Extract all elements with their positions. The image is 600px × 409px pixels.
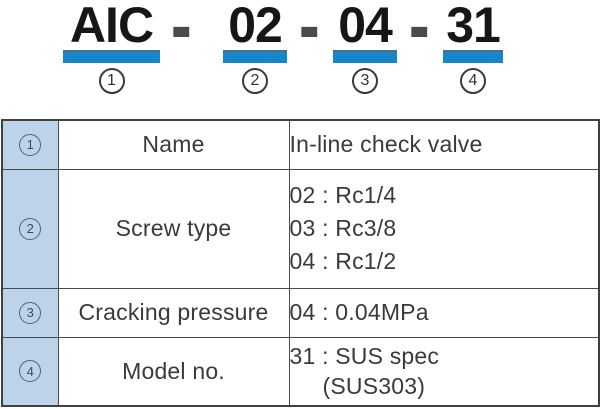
row-ref-cell-4: 4 — [1, 336, 59, 407]
separator-dash-3: - — [408, 0, 430, 73]
ref-circle-4: 4 — [19, 360, 42, 383]
code-text-series: AIC — [69, 0, 154, 53]
underline-bar-1 — [63, 50, 160, 63]
ref-circle-1: 1 — [19, 133, 42, 156]
row-ref-cell-3: 3 — [1, 287, 59, 338]
value-line: 02 : Rc1/4 — [289, 182, 397, 208]
table-row-name: 1 Name In-line check valve — [1, 119, 600, 170]
row-value-screw-type: 02 : Rc1/4 03 : Rc3/8 04 : Rc1/2 — [288, 168, 600, 289]
underline-bar-3 — [333, 50, 397, 63]
row-label-name: Name — [57, 119, 290, 170]
table-row-model-no: 4 Model no. 31 : SUS spec (SUS303) — [1, 336, 600, 407]
separator-dash-1: - — [170, 0, 192, 73]
separator-dash-2: - — [298, 0, 320, 73]
value-line: 04 : Rc1/2 — [289, 248, 397, 274]
underline-bar-4 — [443, 50, 503, 63]
table-row-screw-type: 2 Screw type 02 : Rc1/4 03 : Rc3/8 04 : … — [1, 168, 600, 289]
code-segment-screw-type: 02 2 — [223, 0, 287, 94]
code-segment-series: AIC 1 — [63, 0, 160, 94]
ref-number-badge-4: 4 — [460, 68, 486, 94]
spec-table: 1 Name In-line check valve 2 Screw type … — [1, 119, 600, 407]
row-label-cracking-pressure: Cracking pressure — [57, 287, 290, 338]
value-line: 04 : 0.04MPa — [289, 299, 429, 325]
ref-number-badge-1: 1 — [98, 68, 125, 94]
code-text-model-no: 31 — [446, 0, 501, 53]
code-segment-cracking-pressure: 04 3 — [333, 0, 397, 94]
ref-number-badge-2: 2 — [242, 68, 268, 94]
row-label-model-no: Model no. — [57, 336, 290, 407]
code-segment-model-no: 31 4 — [443, 0, 503, 94]
value-line: 03 : Rc3/8 — [289, 215, 397, 241]
row-value-cracking-pressure: 04 : 0.04MPa — [288, 287, 600, 338]
row-value-name: In-line check valve — [288, 119, 600, 170]
value-line: 31 : SUS spec — [289, 343, 440, 370]
table-row-cracking-pressure: 3 Cracking pressure 04 : 0.04MPa — [1, 287, 600, 338]
row-ref-cell-1: 1 — [1, 119, 59, 170]
underline-bar-2 — [223, 50, 287, 63]
value-line: (SUS303) — [322, 373, 426, 400]
ref-circle-2: 2 — [19, 217, 42, 240]
ref-circle-3: 3 — [19, 301, 42, 324]
ref-number-badge-3: 3 — [352, 68, 378, 94]
row-label-screw-type: Screw type — [57, 168, 290, 289]
code-text-cracking-pressure: 04 — [338, 0, 393, 53]
row-value-model-no: 31 : SUS spec (SUS303) — [288, 336, 600, 407]
value-line: In-line check valve — [289, 131, 483, 158]
row-ref-cell-2: 2 — [1, 168, 59, 289]
code-text-screw-type: 02 — [228, 0, 283, 53]
